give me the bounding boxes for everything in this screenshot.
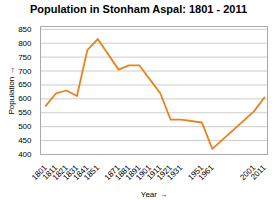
- svg-text:450: 450: [18, 136, 32, 145]
- svg-text:1961: 1961: [197, 163, 216, 182]
- svg-text:1801: 1801: [30, 163, 49, 183]
- svg-text:1931: 1931: [165, 163, 184, 182]
- svg-text:600: 600: [18, 94, 32, 103]
- svg-text:1891: 1891: [123, 163, 143, 183]
- svg-text:1951: 1951: [186, 163, 206, 183]
- svg-text:1921: 1921: [154, 163, 174, 183]
- svg-text:1871: 1871: [102, 163, 122, 183]
- svg-text:1851: 1851: [82, 163, 101, 182]
- svg-text:1821: 1821: [50, 163, 70, 183]
- svg-text:1881: 1881: [113, 163, 133, 183]
- svg-text:1901: 1901: [134, 163, 154, 183]
- svg-text:700: 700: [18, 67, 32, 76]
- svg-text:400: 400: [18, 150, 32, 159]
- svg-text:1831: 1831: [61, 163, 81, 183]
- html-text:Population in Stonham Aspal: 1: Population in Stonham Aspal: 1801 - 2011: [29, 3, 248, 15]
- svg-text:1911: 1911: [144, 163, 164, 182]
- svg-text:850: 850: [18, 25, 32, 34]
- svg-text:750: 750: [18, 53, 32, 62]
- svg-text:2011: 2011: [249, 163, 268, 182]
- svg-text:500: 500: [18, 122, 32, 131]
- svg-text:Population →: Population →: [7, 66, 16, 114]
- svg-text:650: 650: [18, 80, 32, 89]
- svg-text:1841: 1841: [71, 163, 91, 183]
- svg-text:Year →: Year →: [141, 190, 167, 199]
- svg-text:800: 800: [18, 39, 32, 48]
- svg-text:1811: 1811: [40, 163, 60, 182]
- svg-text:2001: 2001: [238, 163, 258, 183]
- svg-text:550: 550: [18, 108, 32, 117]
